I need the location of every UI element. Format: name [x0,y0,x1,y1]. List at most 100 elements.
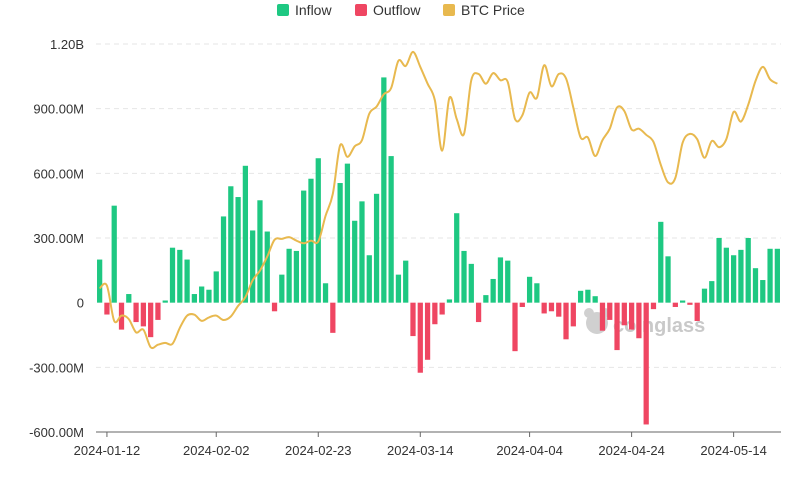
outflow-bar [330,302,336,333]
outflow-bar [148,302,154,338]
inflow-bar [680,300,686,303]
inflow-bar [760,280,766,303]
outflow-bar [621,302,627,326]
outflow-bar [133,302,139,323]
legend-swatch-btc-price [443,4,455,16]
inflow-bar [191,294,197,303]
inflow-bar [206,289,212,303]
inflow-bar [359,201,365,303]
inflow-bar [526,276,533,303]
inflow-bar [534,283,540,303]
inflow-bar [352,220,358,303]
outflow-bar [155,302,161,320]
inflow-bar [497,257,504,303]
inflow-bar [301,190,307,303]
outflow-bar [694,302,700,321]
inflow-bar [701,288,708,303]
inflow-bar [454,213,460,303]
inflow-bar [665,256,671,303]
legend-swatch-inflow [277,4,289,16]
inflow-bar [490,278,496,303]
y-tick-label: 0 [77,296,84,311]
inflow-bar [235,197,241,303]
x-tick-label: 2024-01-12 [74,443,141,458]
legend-item-inflow[interactable]: Inflow [277,2,332,18]
inflow-bar [293,250,300,303]
inflow-bar [279,274,285,303]
inflow-bar [483,295,489,303]
inflow-bar [774,248,780,303]
grid-lines [96,43,781,433]
outflow-bar [271,302,278,312]
inflow-bar [738,249,744,303]
inflow-bar [403,260,409,303]
inflow-bar [395,274,402,303]
inflow-bar [366,255,372,303]
btc-price-line [98,50,778,350]
outflow-bar [475,302,482,323]
watermark-logo-icon [584,308,610,334]
inflow-bar [220,216,227,303]
outflow-bar [104,302,110,315]
outflow-bar [439,302,445,315]
inflow-bar [184,259,190,303]
inflow-bar [745,238,751,303]
y-tick-label: 600.00M [33,166,84,181]
inflow-bar [461,250,467,303]
outflow-bar [548,302,555,312]
x-tick-label: 2024-04-04 [496,443,563,458]
inflow-bar [126,294,132,303]
inflow-bar [337,183,343,303]
inflow-bar [723,247,729,303]
legend[interactable]: Inflow Outflow BTC Price [277,2,525,18]
inflow-bar [585,289,591,303]
legend-label-outflow: Outflow [373,2,421,18]
outflow-bar [643,302,649,425]
inflow-bar [731,255,737,303]
inflow-bar [592,296,598,303]
y-tick-label: 900.00M [33,102,84,117]
inflow-bar [169,247,176,303]
outflow-bar [432,302,438,325]
outflow-bar [687,302,693,305]
inflow-bar [162,300,168,303]
outflow-bar [563,302,569,340]
outflow-bar [607,302,613,320]
outflow-bar [140,302,146,327]
inflow-bar [264,231,270,303]
legend-item-outflow[interactable]: Outflow [355,2,421,18]
inflow-bar [388,156,394,303]
x-tick-label: 2024-03-14 [387,443,454,458]
flow-bars [97,77,780,425]
outflow-bar [410,302,416,337]
outflow-bar [556,302,562,317]
inflow-bar [752,268,759,303]
inflow-bar [199,286,205,303]
inflow-bar [373,193,380,303]
inflow-bar [315,158,321,303]
outflow-bar [424,302,431,360]
x-tick-label: 2024-04-24 [598,443,665,458]
y-tick-label: 1.20B [50,37,84,52]
inflow-bar [446,299,453,303]
outflow-bar [519,302,525,307]
x-tick-label: 2024-05-14 [700,443,767,458]
inflow-bar [97,259,103,303]
x-tick-label: 2024-02-02 [183,443,250,458]
legend-item-btc-price[interactable]: BTC Price [443,2,525,18]
legend-label-inflow: Inflow [295,2,332,18]
inflow-bar [228,186,234,303]
outflow-bar [614,302,620,351]
outflow-bar [672,302,678,307]
outflow-bar [570,302,576,327]
inflow-bar [177,249,183,303]
watermark-text: coinglass [613,315,705,337]
y-tick-label: -300.00M [29,360,84,375]
inflow-bar [381,77,387,303]
inflow-bar [505,260,511,303]
inflow-bar [250,230,256,303]
x-axis-ticks: 2024-01-12 2024-02-02 2024-02-23 2024-03-14… [74,432,767,458]
outflow-bar [636,302,642,339]
y-axis-ticks: 1.20B 900.00M 600.00M 300.00M 0 -300.00M -600.… [29,37,84,440]
